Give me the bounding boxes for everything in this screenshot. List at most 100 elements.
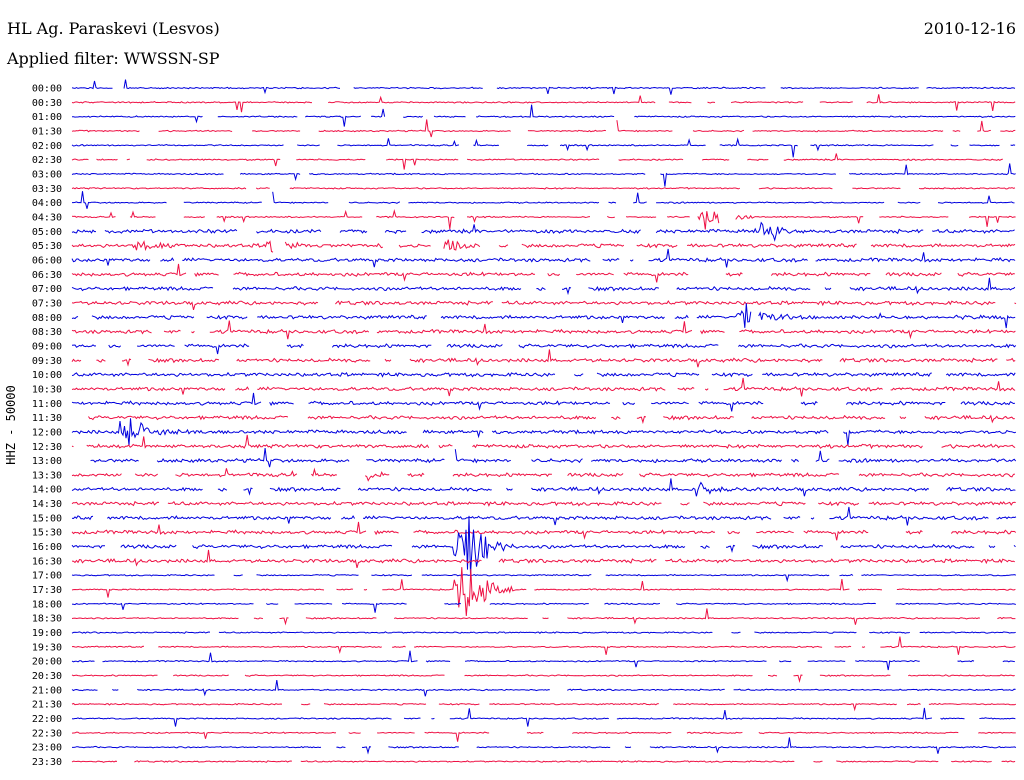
time-tick-label: 16:30 [32,556,62,567]
time-tick-label: 01:00 [32,112,62,123]
date-label: 2010-12-16 [923,19,1016,38]
time-tick-label: 23:30 [32,757,62,768]
time-tick-label: 05:30 [32,241,62,252]
time-tick-label: 08:00 [32,313,62,324]
time-tick-label: 19:30 [32,642,62,653]
time-tick-label: 02:30 [32,155,62,166]
time-tick-label: 12:30 [32,442,62,453]
time-tick-label: 21:00 [32,685,62,696]
seismic-trace-1700 [71,573,1017,583]
seismic-trace-0400 [72,191,1015,209]
seismic-trace-0330 [71,187,1016,190]
time-tick-label: 10:00 [32,370,62,381]
seismic-trace-0430 [71,209,1016,230]
seismic-trace-1530 [71,521,1017,541]
seismic-trace-0700 [71,277,1016,296]
seismic-trace-2100 [71,680,1016,697]
seismic-trace-1730 [71,567,1016,616]
seismic-trace-2330 [71,760,1016,763]
time-tick-label: 11:00 [32,399,62,410]
time-tick-label: 07:30 [32,298,62,309]
time-tick-label: 22:00 [32,714,62,725]
seismic-trace-0600 [71,248,1016,268]
seismic-trace-1300 [90,448,1017,468]
seismic-trace-1130 [87,414,1015,425]
seismic-trace-0900 [71,343,1017,355]
time-tick-label: 13:30 [32,470,62,481]
time-tick-label: 20:00 [32,657,62,668]
time-tick-label: 00:00 [32,84,62,95]
time-tick-label: 23:00 [32,743,62,754]
seismic-trace-1000 [71,371,1016,378]
seismic-trace-0800 [71,303,1016,329]
seismic-trace-2130 [71,702,1017,712]
seismic-trace-1630 [71,549,1015,569]
time-tick-label: 22:30 [32,728,62,739]
seismic-trace-0930 [71,349,1016,368]
seismic-trace-0030 [71,94,1016,113]
seismic-trace-0100 [71,104,1016,127]
time-tick-label: 16:00 [32,542,62,553]
time-tick-label: 13:00 [32,456,62,467]
seismic-trace-0530 [71,239,1016,253]
time-tick-label: 15:00 [32,513,62,524]
time-tick-label: 07:00 [32,284,62,295]
time-tick-label: 02:00 [32,141,62,152]
time-tick-label: 04:00 [32,198,62,209]
time-tick-label: 04:30 [32,212,62,223]
time-tick-label: 15:30 [32,528,62,539]
seismic-trace-2030 [71,674,1015,683]
time-tick-label: 05:00 [32,227,62,238]
seismic-trace-2200 [71,707,1016,727]
seismic-trace-1830 [71,608,1016,626]
seismic-trace-0300 [71,163,1016,187]
seismic-trace-1230 [71,434,1016,450]
seismic-trace-0000 [71,79,1016,95]
seismic-trace-1330 [71,467,1016,482]
time-tick-label: 06:30 [32,270,62,281]
time-tick-label: 18:00 [32,599,62,610]
time-tick-label: 18:30 [32,614,62,625]
seismic-trace-1200 [71,418,1017,446]
time-tick-label: 21:30 [32,700,62,711]
seismic-trace-2300 [72,737,1017,755]
seismic-trace-0830 [71,320,1016,340]
time-tick-label: 03:30 [32,184,62,195]
time-tick-label: 08:30 [32,327,62,338]
time-tick-label: 09:00 [32,341,62,352]
seismic-trace-0730 [71,300,1017,311]
time-tick-label: 14:30 [32,499,62,510]
time-tick-label: 17:00 [32,571,62,582]
time-tick-label: 14:00 [32,485,62,496]
seismic-trace-1800 [71,602,1016,613]
time-tick-label: 01:30 [32,126,62,137]
seismic-trace-1600 [71,515,1016,575]
time-tick-label: 10:30 [32,384,62,395]
seismic-trace-0130 [71,119,1016,138]
seismic-trace-1100 [71,392,1015,412]
seismic-trace-0230 [71,153,1003,170]
time-tick-label: 17:30 [32,585,62,596]
time-tick-label: 06:00 [32,255,62,266]
seismic-trace-0500 [71,221,1015,242]
seismic-trace-0200 [71,137,1016,158]
seismic-trace-2000 [71,650,1015,671]
filter-label: Applied filter: WWSSN-SP [7,49,220,68]
time-tick-label: 19:00 [32,628,62,639]
time-tick-label: 11:30 [32,413,62,424]
time-tick-label: 09:30 [32,356,62,367]
time-tick-label: 00:30 [32,98,62,109]
seismic-trace-1030 [71,377,1016,397]
seismic-trace-2230 [71,731,1016,742]
time-tick-label: 20:30 [32,671,62,682]
seismic-trace-1930 [71,636,1016,655]
time-tick-label: 03:00 [32,169,62,180]
seismic-trace-1430 [71,500,1016,507]
station-title: HL Ag. Paraskevi (Lesvos) [7,19,220,38]
seismic-trace-1400 [71,478,1016,497]
time-tick-label: 12:00 [32,427,62,438]
seismic-trace-1900 [71,631,1016,634]
seismic-trace-0630 [71,263,1015,283]
seismic-trace-1500 [71,506,1017,526]
